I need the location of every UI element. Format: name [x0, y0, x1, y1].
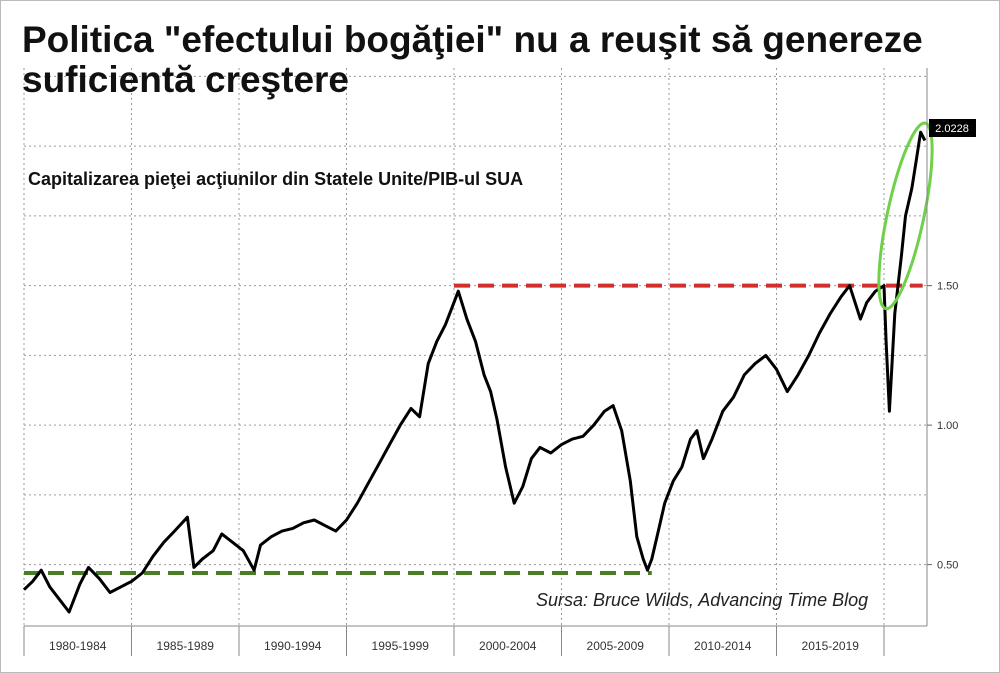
x-tick-label: 1990-1994 — [264, 639, 322, 653]
chart-title-line-2: suficientă creştere — [22, 59, 350, 100]
y-axis-ticks: 0.50 1.00 1.50 — [927, 281, 958, 572]
y-tick-label: 0.50 — [937, 560, 958, 572]
last-value-badge-bg — [929, 119, 976, 137]
grid-layer — [23, 68, 927, 626]
chart-subtitle: Capitalizarea pieţei acţiunilor din Stat… — [28, 169, 524, 189]
x-tick-label: 1995-1999 — [372, 639, 430, 653]
source-note: Sursa: Bruce Wilds, Advancing Time Blog — [536, 590, 869, 610]
chart-title: Politica "efectului bogăţiei" nu a reuşi… — [22, 19, 923, 60]
x-tick-label: 1985-1989 — [157, 639, 215, 653]
x-tick-label: 2000-2004 — [479, 639, 537, 653]
x-tick-label: 1980-1984 — [49, 639, 107, 653]
x-tick-label: 2010-2014 — [694, 639, 752, 653]
y-tick-label: 1.50 — [937, 281, 958, 293]
y-tick-label: 1.00 — [937, 420, 958, 432]
x-tick-label: 2005-2009 — [587, 639, 645, 653]
x-axis-ticks: 1980-1984 1985-1989 1990-1994 1995-1999 2000… — [23, 626, 885, 656]
last-value-badge: 2.0228 — [929, 119, 976, 137]
series-line — [22, 130, 927, 614]
x-tick-label: 2015-2019 — [802, 639, 860, 653]
highlight-ellipse — [877, 121, 934, 311]
reference-lines — [24, 283, 923, 575]
last-value-label: 2.0228 — [935, 123, 969, 135]
